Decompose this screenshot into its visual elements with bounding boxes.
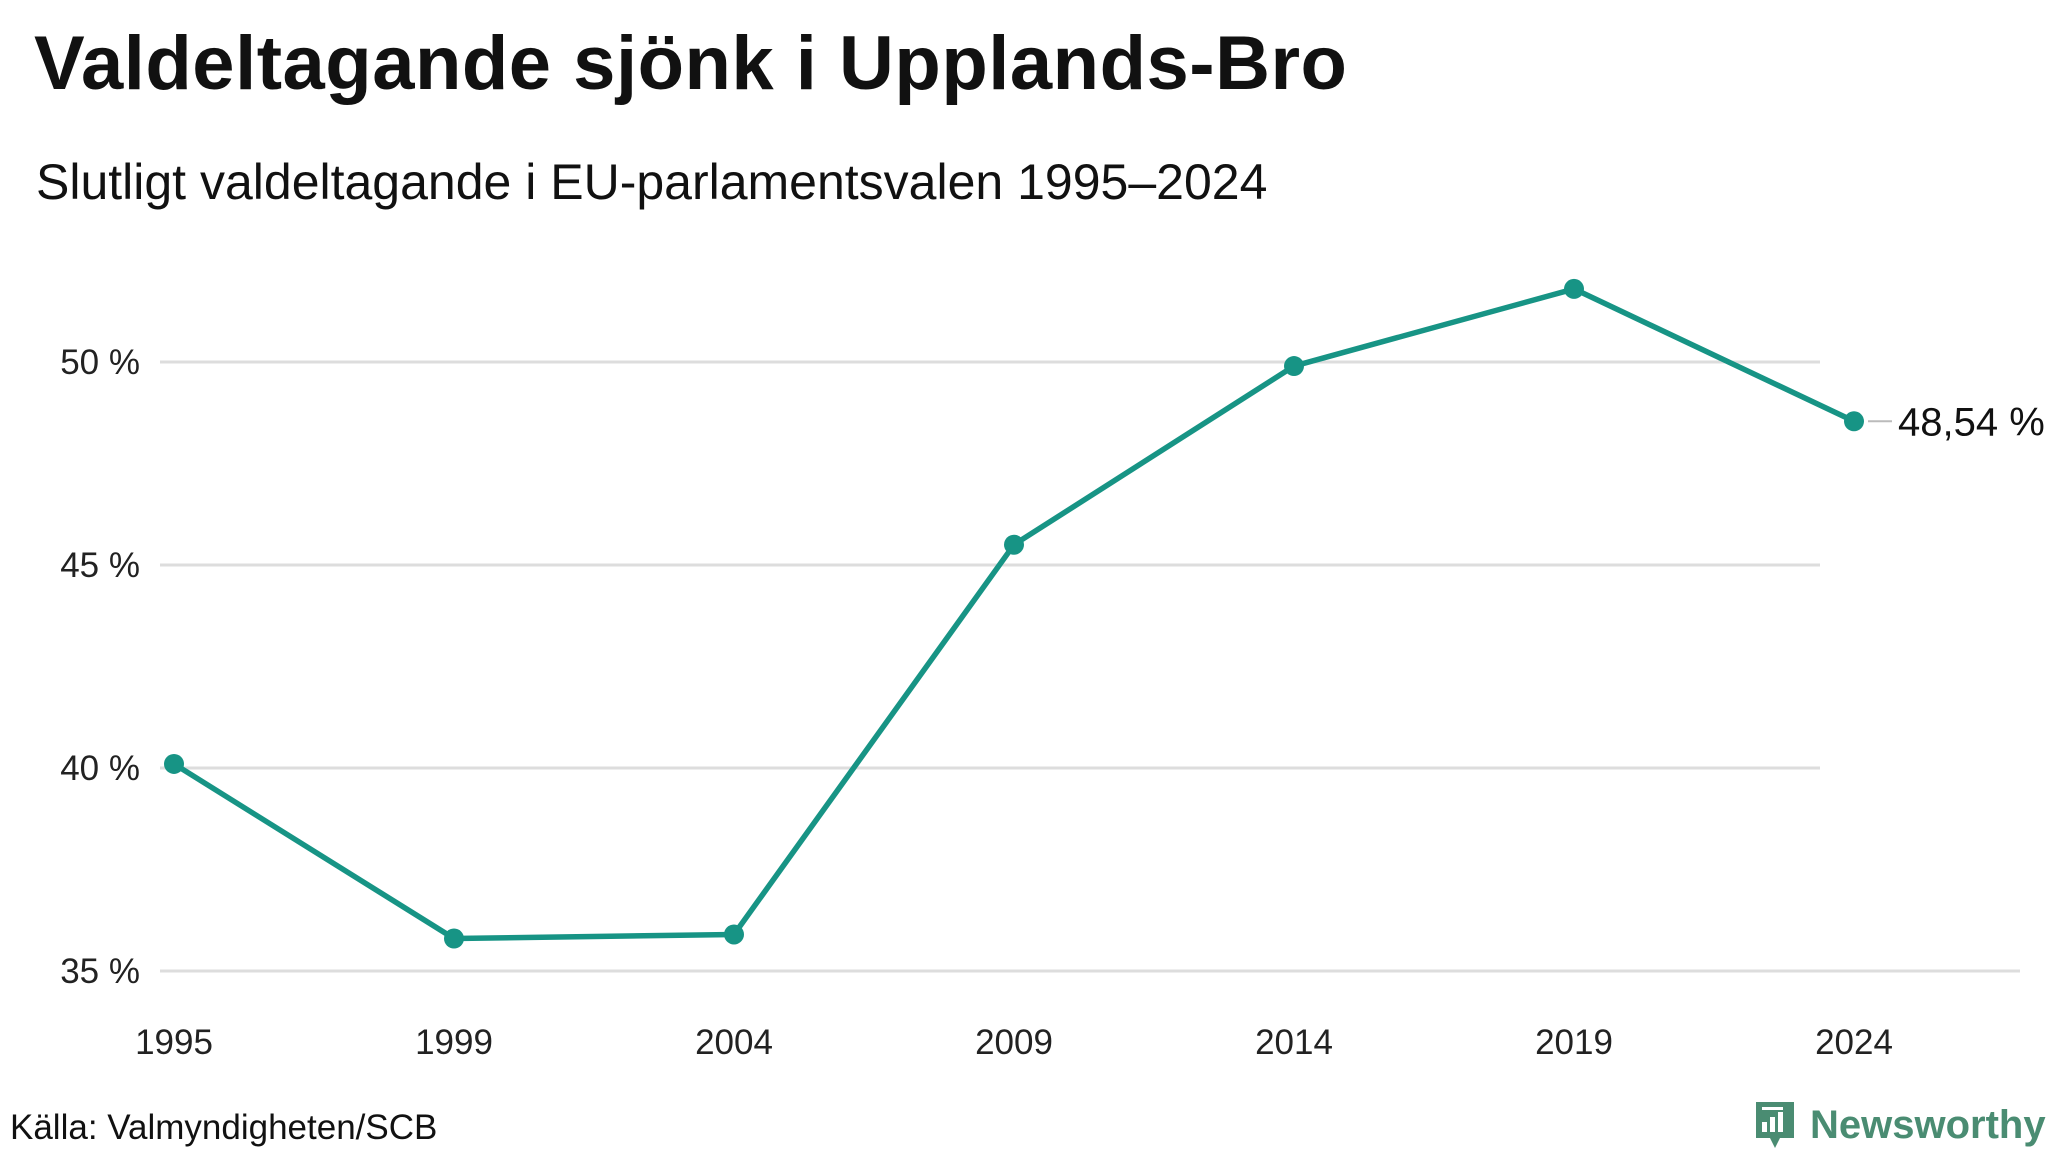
newsworthy-logo-icon (1756, 1102, 1794, 1148)
x-tick-label: 2024 (1815, 1023, 1893, 1062)
labels: 48,54 % (1868, 400, 2045, 444)
data-point[interactable] (1004, 534, 1024, 555)
data-point[interactable] (1844, 411, 1864, 432)
data-point[interactable] (724, 924, 744, 945)
data-point[interactable] (444, 928, 464, 949)
series-line (171, 286, 1857, 942)
axes: 35 % 40 % 45 % 50 % 1995 1999 2004 2009 2014 2019… (60, 343, 1893, 1062)
series-layer (164, 278, 1864, 949)
y-tick-label: 50 % (60, 343, 140, 382)
x-tick-label: 1995 (135, 1023, 213, 1062)
brand-logo[interactable]: Newsworthy (1752, 1098, 2046, 1152)
data-point[interactable] (164, 753, 184, 774)
y-tick-label: 45 % (60, 546, 140, 585)
data-point[interactable] (1564, 278, 1584, 299)
x-tick-label: 2019 (1535, 1023, 1613, 1062)
x-tick-label: 2004 (695, 1023, 773, 1062)
chart-title: Valdeltagande sjönk i Upplands-Bro (34, 21, 1348, 106)
brand-name: Newsworthy (1810, 1102, 2046, 1147)
source-note: Källa: Valmyndigheten/SCB (10, 1108, 438, 1147)
end-value-label: 48,54 % (1898, 400, 2045, 444)
line-chart: 35 % 40 % 45 % 50 % 1995 1999 2004 2009 2014 2019… (60, 278, 2045, 1062)
x-tick-label: 1999 (415, 1023, 493, 1062)
x-tick-label: 2009 (975, 1023, 1053, 1062)
x-tick-label: 2014 (1255, 1023, 1333, 1062)
data-point[interactable] (1284, 356, 1304, 377)
gridlines (160, 360, 2020, 973)
y-tick-label: 40 % (60, 749, 140, 788)
chart-subtitle: Slutligt valdeltagande i EU-parlamentsva… (36, 154, 1268, 210)
y-tick-label: 35 % (60, 952, 140, 991)
